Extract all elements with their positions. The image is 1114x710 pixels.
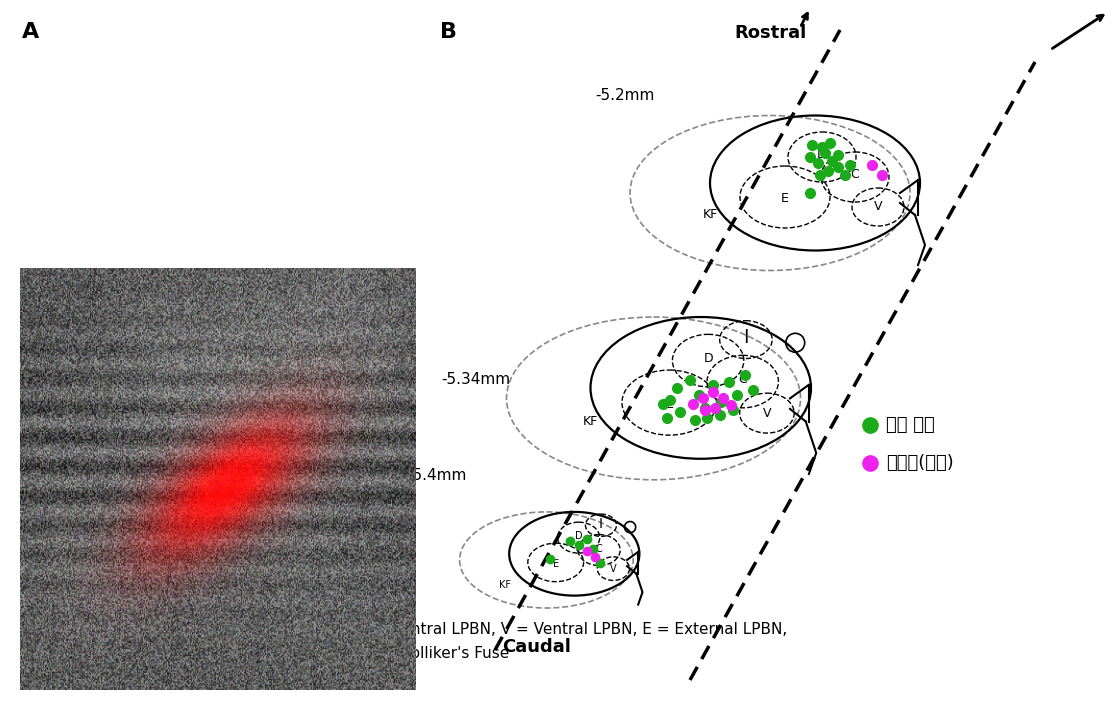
Text: Caudal: Caudal (502, 638, 570, 656)
Text: C: C (596, 544, 603, 554)
Text: D: D (575, 531, 583, 542)
Text: Rostral: Rostral (734, 24, 807, 42)
Text: V: V (610, 564, 617, 574)
Text: I: I (743, 328, 749, 347)
Text: E: E (781, 192, 789, 205)
Text: C: C (739, 373, 747, 386)
Text: -5.34mm: -5.34mm (441, 373, 510, 388)
Text: D = Dorsal LPBN, C = Central LPBN, V = Ventral LPBN, E = External LPBN,: D = Dorsal LPBN, C = Central LPBN, V = V… (219, 622, 788, 637)
Text: V: V (763, 407, 771, 420)
Text: B: B (440, 22, 457, 42)
Text: A: A (22, 22, 39, 42)
Text: 과분극(억제): 과분극(억제) (886, 454, 954, 472)
Text: 세로토닌 수용체 (Htr2c) 발현 PBN 뉴런: 세로토닌 수용체 (Htr2c) 발현 PBN 뉴런 (94, 455, 303, 470)
Text: D: D (818, 148, 827, 161)
Text: V: V (873, 200, 882, 214)
Text: E: E (553, 559, 559, 569)
Text: D: D (703, 352, 713, 365)
Text: -5.2mm: -5.2mm (596, 87, 655, 102)
Text: I: I (599, 517, 603, 531)
Text: C: C (851, 168, 859, 182)
Text: E: E (665, 398, 673, 411)
Text: KF: KF (583, 415, 598, 428)
Text: 효과 없음: 효과 없음 (886, 416, 935, 434)
Text: KF: KF (499, 580, 511, 590)
Text: 외측 PBN 뉴런에 대한 mCPP의 효과: 외측 PBN 뉴런에 대한 mCPP의 효과 (219, 598, 411, 613)
Text: -5.4mm: -5.4mm (408, 467, 467, 483)
Text: (Htr2c-cre::tdTomato): (Htr2c-cre::tdTomato) (115, 476, 281, 491)
Text: I = Internal LPBN, KF = Kolliker's Fuse: I = Internal LPBN, KF = Kolliker's Fuse (219, 646, 509, 661)
Text: KF: KF (702, 209, 717, 222)
